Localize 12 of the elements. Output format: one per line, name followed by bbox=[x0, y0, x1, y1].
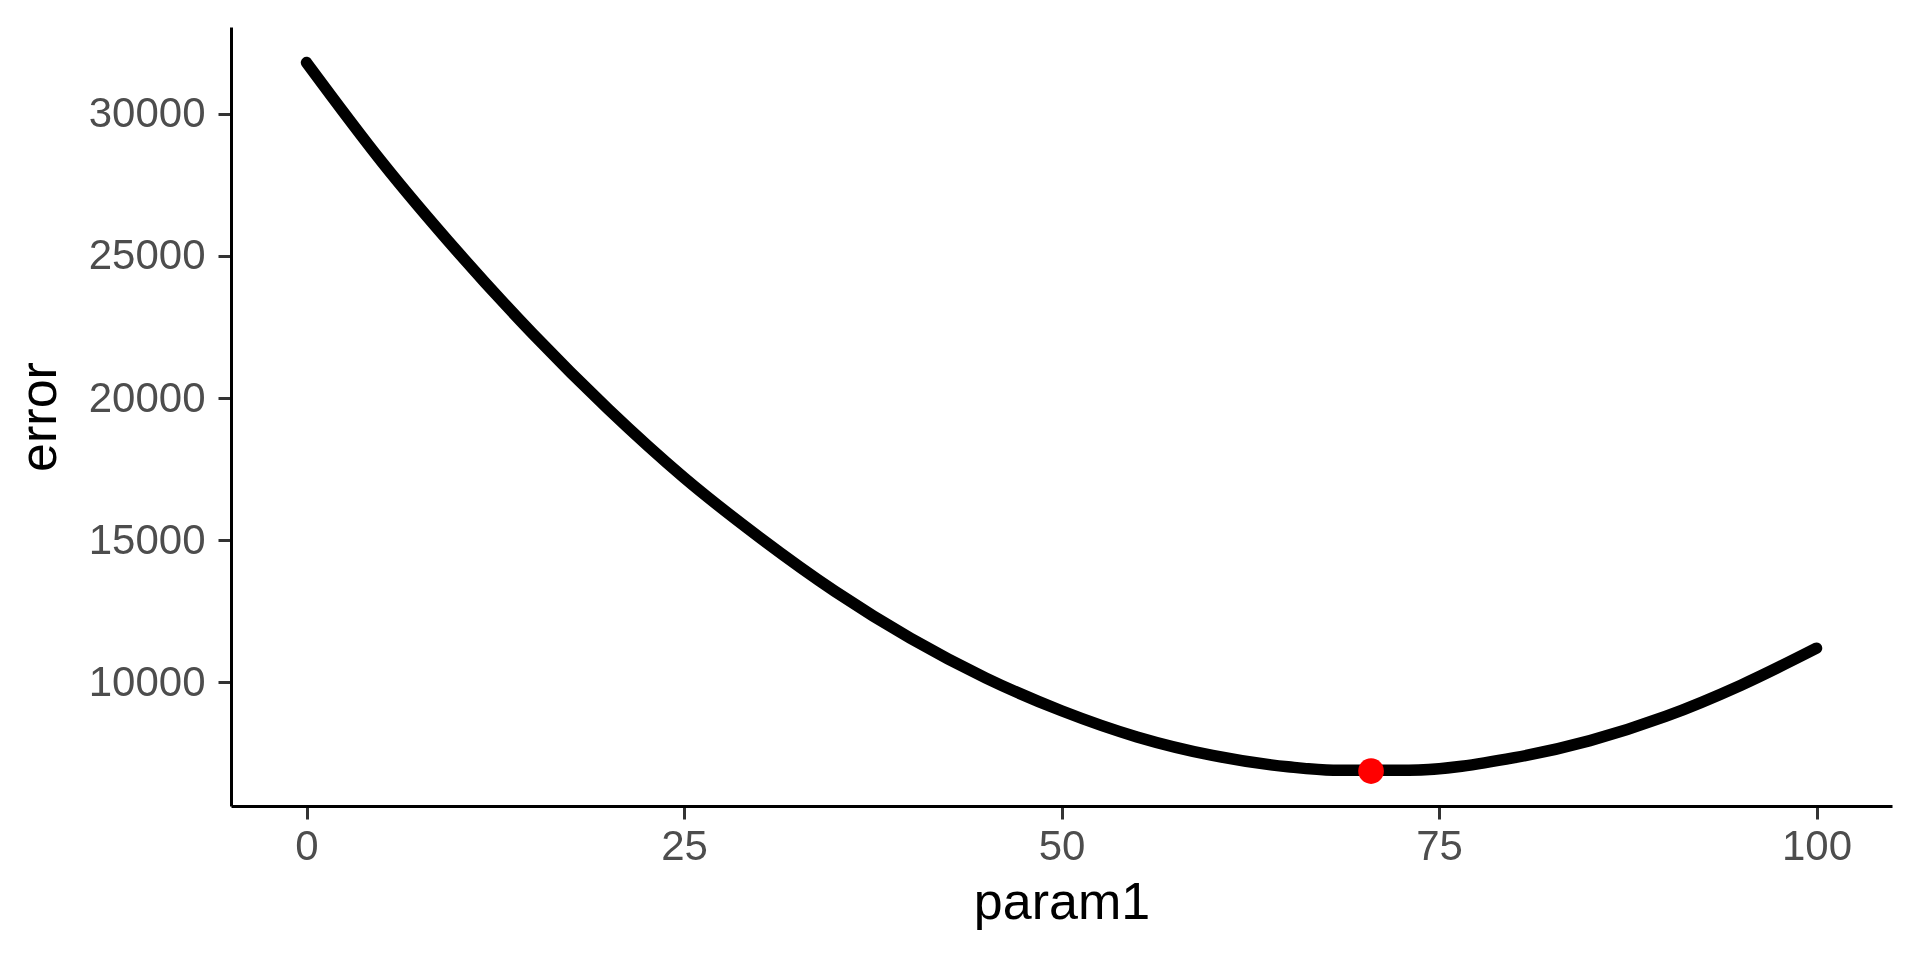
y-axis-title: error bbox=[8, 362, 67, 472]
x-tick-label: 0 bbox=[295, 821, 319, 869]
y-tick-label: 15000 bbox=[88, 515, 206, 563]
y-tick-label: 25000 bbox=[88, 231, 206, 279]
y-tick-label: 30000 bbox=[88, 89, 206, 137]
x-tick-label: 50 bbox=[1038, 821, 1086, 869]
x-tick-label: 75 bbox=[1416, 821, 1463, 869]
x-tick-label: 25 bbox=[661, 821, 708, 869]
x-axis-title: param1 bbox=[973, 871, 1151, 930]
y-tick-label: 20000 bbox=[88, 373, 206, 421]
x-tick-label: 100 bbox=[1781, 821, 1853, 869]
y-tick-label: 10000 bbox=[88, 657, 206, 705]
